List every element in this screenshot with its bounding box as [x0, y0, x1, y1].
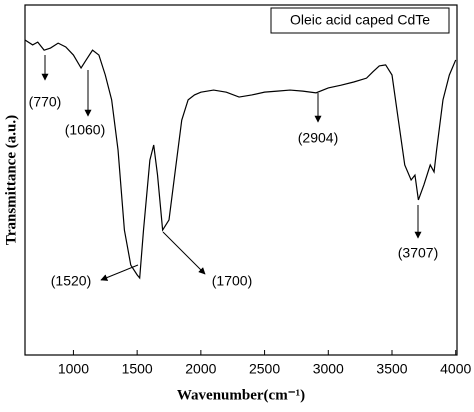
annotation-arrow	[162, 231, 206, 275]
x-tick-label: 1000	[58, 361, 89, 377]
spectrum-line	[24, 39, 457, 280]
x-tick-label: 3000	[313, 361, 344, 377]
x-tick-label: 4000	[440, 361, 471, 377]
y-axis-title: Transmittance (a.u.)	[3, 115, 19, 245]
legend-box	[270, 7, 450, 34]
annotation-arrow	[100, 264, 139, 281]
annotation-label: (1060)	[65, 122, 105, 138]
x-tick-label: 1500	[122, 361, 153, 377]
plot-frame	[24, 4, 458, 356]
annotation-label: (3707)	[398, 245, 438, 261]
annotation-label: (2904)	[298, 130, 338, 146]
x-tick-label: 3500	[376, 361, 407, 377]
legend-text: Oleic acid caped CdTe	[290, 12, 430, 28]
annotation-label: (1520)	[51, 273, 91, 289]
x-tick-label: 2500	[249, 361, 280, 377]
annotation-label: (1700)	[212, 273, 252, 289]
annotation-label: (770)	[29, 94, 62, 110]
x-axis-title: Wavenumber(cm⁻¹)	[177, 387, 305, 403]
x-tick-label: 2000	[185, 361, 216, 377]
